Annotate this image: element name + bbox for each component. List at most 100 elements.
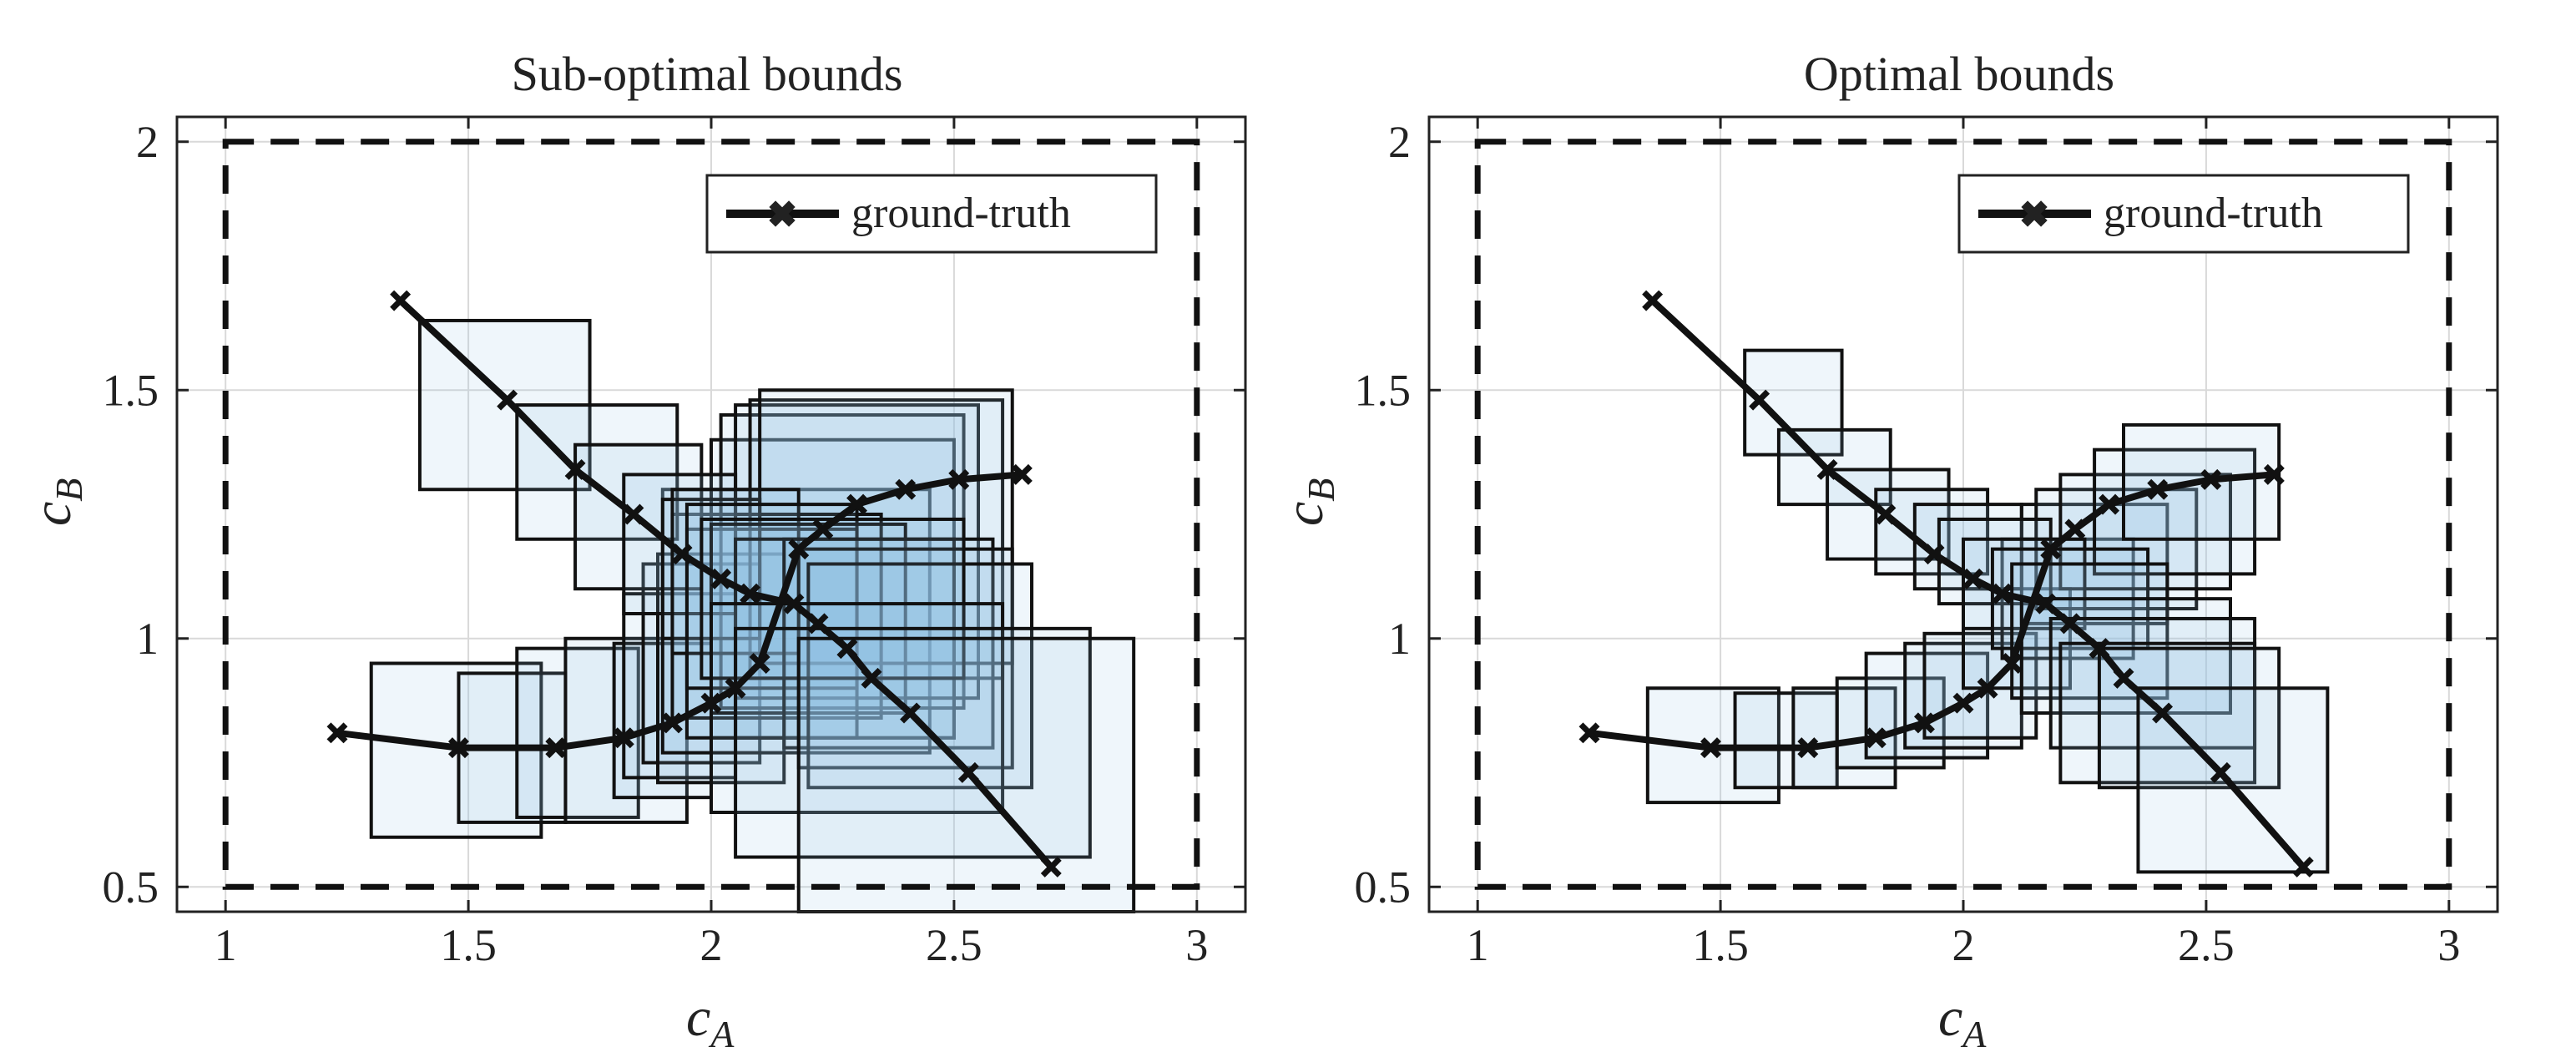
left-x-tick-label: 3 <box>1185 920 1208 970</box>
left-legend-label: ground-truth <box>851 190 1071 237</box>
left-ground-truth-marker <box>740 583 761 604</box>
right-legend-label: ground-truth <box>2104 190 2323 237</box>
right-ground-truth-marker <box>2147 478 2169 500</box>
right-panel-title: Optimal bounds <box>1804 47 2114 101</box>
left-bound-box <box>796 547 1014 770</box>
right-x-axis-label: cA <box>1938 987 1987 1055</box>
left-ground-truth-marker <box>861 667 882 689</box>
left-ground-truth-marker <box>545 737 567 759</box>
right-ground-truth-marker <box>2210 761 2231 783</box>
left-bound-box <box>782 537 995 750</box>
left-ground-truth-marker <box>725 677 746 699</box>
left-bound-box <box>515 403 679 541</box>
right-ground-truth-marker <box>2040 539 2062 560</box>
right-bound-box <box>1733 691 1839 790</box>
left-ticks: 1 1.5 2 2.5 3 0.5 1 1.5 2 <box>103 117 1245 970</box>
right-bound-box <box>2093 448 2257 576</box>
right-ground-truth-marker <box>1700 737 1721 759</box>
left-ground-truth-marker <box>900 702 922 724</box>
right-ground-truth-marker <box>2263 463 2285 485</box>
right-ground-truth-marker <box>2001 653 2023 674</box>
right-ticks: 1 1.5 2 2.5 3 0.5 1 1.5 2 <box>1355 117 2498 970</box>
right-y-tick-label: 1.5 <box>1355 365 1412 415</box>
right-ground-truth-marker <box>1992 583 2013 604</box>
left-ground-truth-lines <box>326 290 1062 877</box>
right-ground-truth-marker <box>1875 503 1897 525</box>
left-ground-truth-marker <box>948 468 970 490</box>
right-ground-truth-marker <box>2089 638 2110 660</box>
left-ground-truth-marker <box>623 503 644 525</box>
right-ground-truth-marker <box>2292 856 2314 877</box>
right-ground-truth-marker <box>1952 692 1974 714</box>
left-ground-truth-marker <box>895 478 917 500</box>
left-ground-truth-marker <box>497 389 518 411</box>
left-y-tick-label: 2 <box>136 117 159 167</box>
right-ground-truth-marker <box>1913 712 1935 734</box>
left-ground-truth-marker <box>1011 463 1033 485</box>
left-panel: Sub-optimal bounds 1 1.5 2 2.5 3 0.5 1 1.5 2 ✖ g… <box>22 47 1247 1055</box>
right-ground-truth-marker <box>1816 458 1838 480</box>
left-ground-truth-marker <box>700 692 722 714</box>
right-ground-truth-marker <box>1797 737 1819 759</box>
right-ground-truth-marker <box>2200 468 2222 490</box>
right-x-tick-label: 2 <box>1952 920 1975 970</box>
right-ground-truth-marker <box>2064 518 2086 540</box>
right-legend: ✖ ground-truth <box>1957 174 2410 254</box>
right-ground-truth-marker <box>1749 389 1770 411</box>
left-ground-truth-marker <box>788 539 810 560</box>
left-ground-truth-marker <box>783 593 805 614</box>
right-ground-truth-marker <box>1578 722 1600 744</box>
left-ground-truth-marker <box>564 458 586 480</box>
right-x-tick-label: 3 <box>2437 920 2460 970</box>
right-bound-boxes <box>1645 348 2330 874</box>
right-ground-truth-marker <box>2113 667 2134 689</box>
left-y-tick-label: 1 <box>136 614 159 664</box>
right-ground-truth-marker <box>2035 593 2057 614</box>
left-y-tick-label: 0.5 <box>103 862 159 912</box>
right-ground-truth-marker <box>1962 568 1984 589</box>
left-ground-truth-line-1 <box>336 471 1023 751</box>
left-ground-truth-marker <box>613 727 634 749</box>
left-bound-boxes <box>369 318 1136 913</box>
right-x-tick-label: 1 <box>1467 920 1489 970</box>
right-y-tick-label: 1 <box>1388 614 1411 664</box>
left-legend-marker: ✖ <box>767 195 798 235</box>
right-ground-truth-marker <box>1977 677 1998 699</box>
left-ground-truth-marker <box>390 290 412 311</box>
left-ground-truth-marker <box>671 544 693 565</box>
left-x-tick-label: 2.5 <box>926 920 982 970</box>
right-ground-truth-marker <box>1865 727 1887 749</box>
left-ground-truth-marker <box>836 638 858 660</box>
left-x-tick-label: 1.5 <box>440 920 497 970</box>
left-ground-truth-marker <box>807 613 829 635</box>
left-x-axis-label: cA <box>686 987 735 1055</box>
right-y-tick-label: 0.5 <box>1355 862 1412 912</box>
left-ground-truth-marker <box>749 653 770 674</box>
right-ground-truth-line-1 <box>1589 471 2275 751</box>
right-ground-truth-lines <box>1578 290 2314 877</box>
right-panel: Optimal bounds 1 1.5 2 2.5 3 0.5 1 1.5 2 ✖ groun… <box>1274 47 2499 1055</box>
left-x-tick-label: 2 <box>700 920 723 970</box>
left-legend: ✖ ground-truth <box>705 174 1158 254</box>
right-ground-truth-marker <box>2152 702 2174 724</box>
left-y-tick-label: 1.5 <box>103 365 159 415</box>
left-ground-truth-marker <box>710 568 732 589</box>
left-ground-truth-marker <box>812 518 834 540</box>
left-ground-truth-marker <box>1040 856 1062 877</box>
left-bound-box <box>806 562 1033 790</box>
right-legend-marker: ✖ <box>2019 195 2050 235</box>
right-x-tick-label: 2.5 <box>2178 920 2235 970</box>
left-bound-box <box>734 626 1092 859</box>
left-ground-truth-marker <box>661 712 683 734</box>
right-y-tick-label: 2 <box>1388 117 1411 167</box>
left-ground-truth-marker <box>447 737 469 759</box>
left-ground-truth-marker <box>957 761 979 783</box>
right-x-tick-label: 1.5 <box>1692 920 1749 970</box>
right-ground-truth-marker <box>2099 493 2120 515</box>
left-panel-title: Sub-optimal bounds <box>512 47 903 101</box>
right-ground-truth-marker <box>1642 290 1664 311</box>
right-ground-truth-marker <box>1923 544 1945 565</box>
right-ground-truth-marker <box>2059 613 2081 635</box>
left-ground-truth-marker <box>326 722 348 744</box>
